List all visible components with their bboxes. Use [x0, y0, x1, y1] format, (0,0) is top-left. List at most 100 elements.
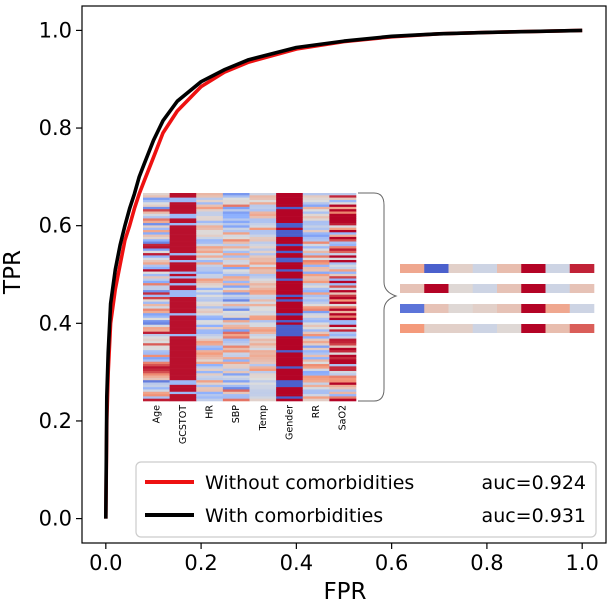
heatmap-cell [329, 248, 357, 252]
heatmap-cell [302, 329, 330, 332]
heatmap-cell [329, 308, 357, 312]
heatmap-cell [276, 345, 304, 349]
sample-row-cell [545, 284, 571, 293]
heatmap-cell [169, 389, 197, 393]
heatmap-cell [222, 294, 250, 298]
heatmap-cell [169, 202, 197, 205]
heatmap-cell [169, 373, 197, 376]
heatmap-cell [276, 292, 304, 295]
heatmap-cell [169, 303, 197, 307]
heatmap-cell [249, 396, 277, 399]
heatmap-cell [276, 280, 304, 284]
heatmap-cell [222, 357, 250, 360]
heatmap-cell [143, 391, 170, 395]
heatmap-cell [249, 333, 277, 337]
heatmap-cell [249, 294, 277, 298]
heatmap-cell [249, 382, 277, 386]
heatmap-cell [249, 250, 277, 254]
heatmap-cell [143, 294, 170, 298]
heatmap-cell [196, 262, 224, 265]
heatmap-cell [143, 384, 170, 388]
heatmap-cell [169, 294, 197, 298]
heatmap-cell [329, 350, 357, 353]
heatmap-cell [302, 373, 330, 376]
heatmap-cell [329, 380, 357, 383]
heatmap-cell [169, 368, 197, 372]
heatmap-cell [249, 227, 277, 231]
heatmap-cell [249, 229, 277, 233]
heatmap-cell [329, 204, 357, 208]
heatmap-cell [169, 250, 197, 254]
heatmap-cell [249, 352, 277, 356]
heatmap-cell [249, 216, 277, 219]
heatmap-cell [196, 340, 224, 344]
heatmap-cell [169, 361, 197, 365]
heatmap-cell [143, 354, 170, 358]
heatmap-cell [302, 333, 330, 337]
heatmap-cell [302, 220, 330, 224]
heatmap-cell [143, 266, 170, 270]
heatmap-cell [196, 260, 224, 263]
heatmap-cell [302, 202, 330, 205]
heatmap-cell [169, 357, 197, 360]
heatmap-cell [249, 195, 277, 198]
heatmap-cell [222, 364, 250, 367]
heatmap-cell [196, 223, 224, 226]
heatmap-cell [276, 370, 304, 374]
heatmap-cell [169, 218, 197, 222]
heatmap-cell [302, 264, 330, 268]
sample-row-cell [472, 284, 498, 293]
heatmap-cell [169, 220, 197, 224]
heatmap-cell [329, 347, 357, 351]
heatmap-cell [222, 262, 250, 265]
heatmap-cell [143, 213, 170, 217]
heatmap-cell [196, 297, 224, 300]
heatmap-cell [143, 236, 170, 240]
heatmap-cell [196, 211, 224, 215]
heatmap-cell [302, 223, 330, 226]
heatmap-cell [196, 391, 224, 395]
heatmap-cell [143, 320, 170, 323]
heatmap-cell [276, 269, 304, 272]
heatmap-cell [222, 303, 250, 307]
sample-row-cell [497, 304, 522, 313]
heatmap-cell [329, 199, 357, 203]
heatmap-cell [169, 285, 197, 289]
heatmap-cell [196, 394, 224, 397]
y-tick-label: 1.0 [39, 18, 72, 42]
heatmap-cell [302, 297, 330, 300]
heatmap-cell [169, 320, 197, 323]
heatmap-cell [222, 234, 250, 238]
heatmap-cell [143, 227, 170, 231]
heatmap-cell [302, 199, 330, 203]
heatmap-cell [222, 297, 250, 300]
heatmap-cell [249, 299, 277, 302]
sample-row-cell [424, 304, 449, 313]
heatmap-cell [143, 345, 170, 349]
heatmap-cell [249, 324, 277, 328]
heatmap-cell [302, 285, 330, 289]
heatmap-cell [169, 347, 197, 351]
heatmap-cell [169, 317, 197, 321]
heatmap-cell [143, 271, 170, 275]
heatmap-cell [196, 336, 224, 339]
heatmap-cell [276, 218, 304, 222]
heatmap-cell [329, 232, 357, 235]
heatmap-cell [222, 324, 250, 328]
sample-row-cell [448, 304, 474, 313]
heatmap-cell [169, 195, 197, 198]
heatmap-cell [196, 317, 224, 321]
heatmap-cell [169, 306, 197, 309]
heatmap-cell [249, 320, 277, 323]
heatmap-cell [222, 232, 250, 235]
heatmap-feature-label: HR [205, 405, 216, 419]
heatmap-cell [222, 313, 250, 316]
sample-row-cell [569, 304, 595, 313]
heatmap-cell [276, 377, 304, 381]
heatmap-cell [249, 262, 277, 265]
heatmap-cell [249, 197, 277, 201]
heatmap-cell [249, 269, 277, 272]
heatmap-cell [302, 382, 330, 386]
heatmap-cell [143, 366, 170, 369]
heatmap-cell [169, 216, 197, 219]
